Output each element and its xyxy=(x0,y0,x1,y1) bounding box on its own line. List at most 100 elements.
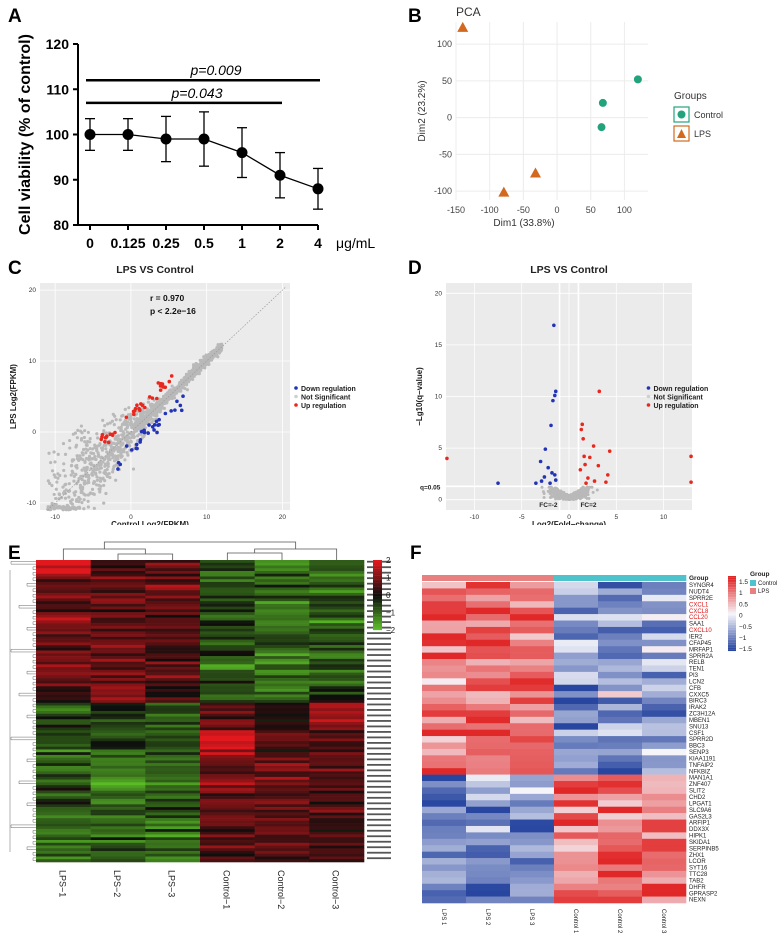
row-branch xyxy=(26,670,36,675)
heatmap-cell xyxy=(554,697,599,705)
colorbar-segment xyxy=(728,579,736,582)
not-significant-point xyxy=(50,483,54,488)
heatmap-cell xyxy=(554,594,599,602)
heatmap-cell xyxy=(309,727,365,731)
heatmap-cell xyxy=(145,711,201,715)
heatmap-cell xyxy=(554,806,599,814)
x-tick-label: 0 xyxy=(555,205,560,215)
not-significant-point xyxy=(71,471,75,475)
heatmap-cell xyxy=(90,708,146,712)
colorbar-label: −0.5 xyxy=(739,624,752,631)
heatmap-cell xyxy=(90,623,146,627)
heatmap-cell xyxy=(598,665,643,673)
not-significant-point xyxy=(124,427,128,431)
gene-label: MRFAP1 xyxy=(689,647,714,653)
heatmap-cell xyxy=(254,595,310,599)
not-significant-point xyxy=(90,456,95,461)
not-significant-point xyxy=(183,386,187,391)
not-significant-point xyxy=(108,421,112,425)
heatmap-cell xyxy=(90,774,146,778)
not-significant-point xyxy=(135,427,139,431)
colorbar-segment xyxy=(373,598,382,601)
heatmap-cell xyxy=(598,697,643,705)
not-significant-point xyxy=(86,505,90,509)
heatmap-cell xyxy=(510,697,555,705)
heatmap-cell xyxy=(598,582,643,589)
legend-label: Down regulation xyxy=(301,386,356,393)
not-significant-point xyxy=(46,479,50,483)
heatmap-cell xyxy=(309,776,365,780)
not-significant-point xyxy=(84,474,89,479)
row-id-label xyxy=(367,769,391,772)
heatmap-cell xyxy=(309,675,365,679)
heatmap-cell xyxy=(145,826,201,830)
heatmap-cell xyxy=(145,845,201,849)
colorbar-segment xyxy=(373,568,382,571)
heatmap-cell xyxy=(36,754,91,758)
heatmap-cell xyxy=(309,853,365,857)
colorbar-segment xyxy=(373,621,382,624)
heatmap-cell xyxy=(254,620,310,624)
heatmap-cell xyxy=(145,672,201,676)
heatmap-cell xyxy=(90,581,146,586)
heatmap-cell xyxy=(642,761,687,769)
heatmap-cell xyxy=(90,675,146,679)
not-significant-point xyxy=(112,447,117,452)
colorbar-segment xyxy=(728,619,736,622)
colorbar-segment xyxy=(373,603,382,606)
row-branch xyxy=(18,780,36,785)
not-significant-point xyxy=(590,485,594,489)
heatmap-cell xyxy=(36,614,91,618)
not-significant-point xyxy=(106,422,110,426)
dendro-branch xyxy=(117,553,174,560)
heatmap-cell xyxy=(466,806,511,814)
heatmap-cell xyxy=(145,730,201,734)
x-tick-label: 50 xyxy=(586,205,596,215)
gene-label: GPRASP2 xyxy=(689,891,718,897)
down-regulation-point xyxy=(175,399,179,404)
heatmap-cell xyxy=(254,826,310,830)
heatmap-cell xyxy=(598,703,643,711)
heatmap-cell xyxy=(90,689,146,693)
heatmap-cell xyxy=(254,716,310,720)
heatmap-cell xyxy=(422,890,467,897)
heatmap-cell xyxy=(145,743,201,747)
heatmap-cell xyxy=(90,840,146,844)
heatmap-cell xyxy=(36,790,91,794)
heatmap-cell xyxy=(36,735,91,739)
row-branch xyxy=(32,643,36,647)
heatmap-cell xyxy=(145,639,201,643)
heatmap-cell xyxy=(309,664,365,668)
heatmap-cell xyxy=(309,774,365,778)
heatmap-cell xyxy=(145,620,201,624)
heatmap-cell xyxy=(510,781,555,788)
dendro-branch xyxy=(226,552,283,560)
x-tick-label: 1 xyxy=(238,235,246,251)
heatmap-cell xyxy=(510,620,555,628)
heatmap-cell xyxy=(554,626,599,634)
not-significant-point xyxy=(101,460,105,464)
not-significant-point xyxy=(552,494,556,498)
heatmap-cell xyxy=(642,684,687,692)
heatmap-cell xyxy=(598,659,643,666)
heatmap-cell xyxy=(510,774,555,782)
heatmap-cell xyxy=(90,691,146,695)
heatmap-cell xyxy=(254,763,310,767)
heatmap-cell xyxy=(145,809,201,813)
heatmap-cell xyxy=(598,684,643,692)
heatmap-cell xyxy=(254,650,310,654)
heatmap-cell xyxy=(145,680,201,684)
heatmap-cell xyxy=(554,883,599,891)
x-tick-label: 2 xyxy=(276,235,284,251)
not-significant-point xyxy=(542,492,546,496)
not-significant-point xyxy=(126,453,130,457)
up-regulation-point xyxy=(132,412,136,417)
not-significant-point xyxy=(571,494,575,498)
heatmap-cell xyxy=(466,896,511,904)
colorbar-segment xyxy=(728,606,736,608)
heatmap-cell xyxy=(36,842,91,846)
heatmap-cell xyxy=(36,565,91,569)
heatmap-cell xyxy=(554,755,599,763)
not-significant-point xyxy=(101,476,105,480)
heatmap-cell xyxy=(254,570,310,575)
